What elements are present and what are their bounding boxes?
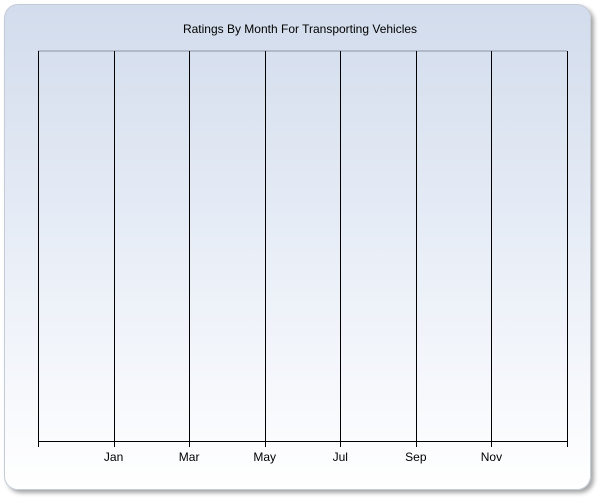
x-tick-label: May — [253, 450, 276, 464]
x-tick-label: Jan — [104, 450, 123, 464]
x-tick-label: Nov — [481, 450, 502, 464]
x-tick-label: Sep — [405, 450, 427, 464]
x-tick-label: Jul — [333, 450, 348, 464]
x-tick-label: Mar — [179, 450, 200, 464]
chart-frame — [4, 4, 591, 490]
chart-title: Ratings By Month For Transporting Vehicl… — [182, 22, 418, 36]
